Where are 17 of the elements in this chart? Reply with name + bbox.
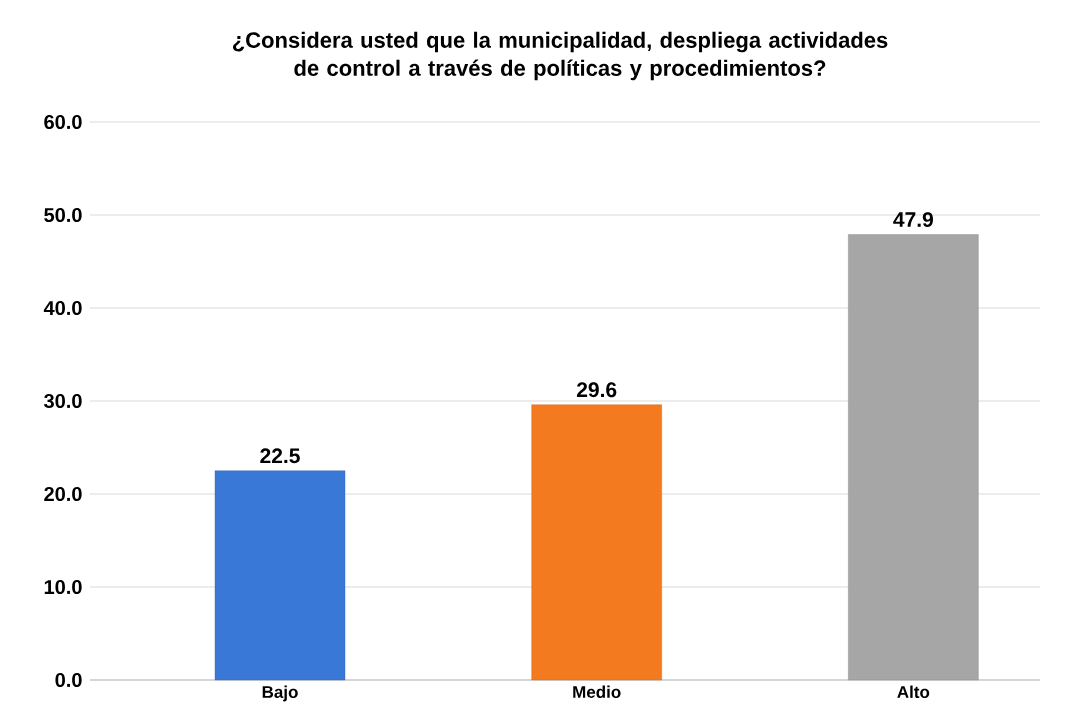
bar [848,234,979,681]
y-tick-label: 10.0 [44,579,82,595]
x-tick-label: Medio [573,685,621,699]
bar [531,404,662,681]
y-tick-label: 50.0 [44,207,82,223]
y-tick-label: 20.0 [44,486,82,502]
bar [214,470,346,681]
y-tick-label: 0.0 [55,672,82,688]
y-tick-label: 30.0 [44,393,82,409]
data-label: 29.6 [576,382,617,398]
data-label: 22.5 [260,448,300,464]
y-tick-label: 60.0 [44,114,82,130]
x-tick-label: Alto [897,685,930,699]
y-tick-label: 40.0 [43,300,82,316]
data-label: 47.9 [893,212,933,227]
x-tick-label: Bajo [262,685,298,702]
chart-title: ¿Considera usted que la municipalidad, despliega actividades de control a través de políticas y procedimientos? [232,31,888,81]
